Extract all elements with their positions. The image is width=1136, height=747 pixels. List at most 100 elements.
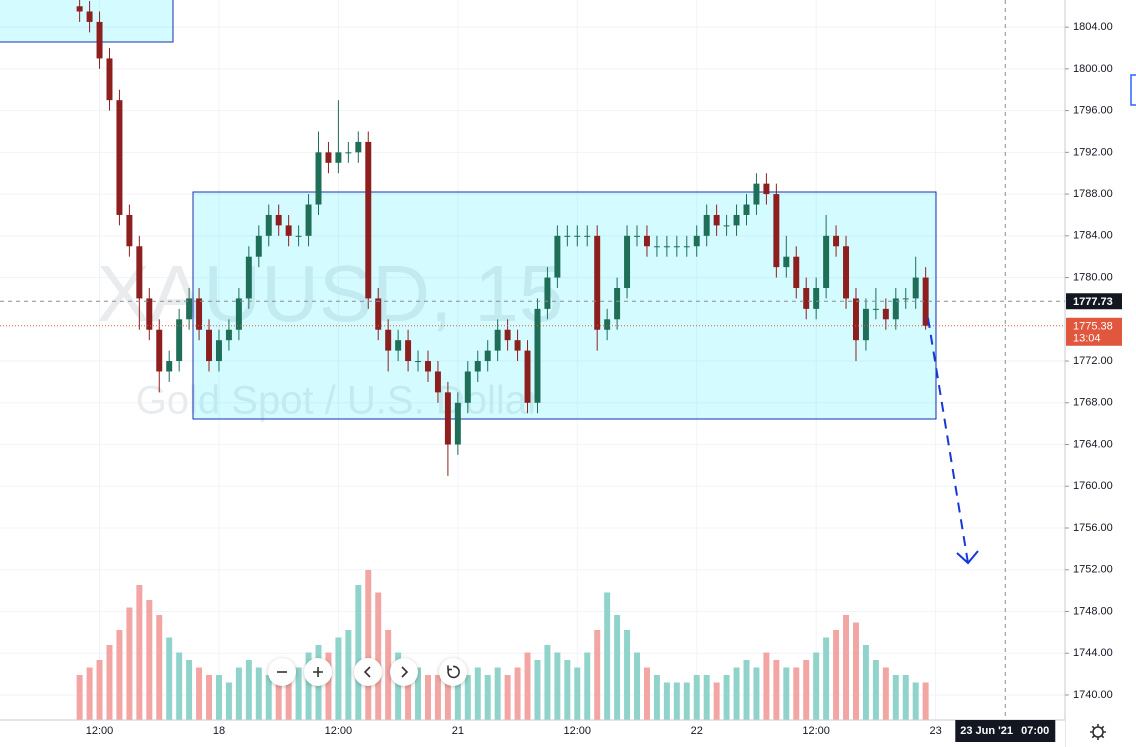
volume-bar [892,675,899,720]
volume-bar [166,637,173,720]
candle-body [355,141,362,153]
candle-body [733,214,740,226]
candle-body [116,100,123,215]
candle-body [753,183,760,205]
volume-bar [693,675,700,720]
x-tick-label: 23 [929,725,941,737]
candle-body [385,329,392,351]
candles [76,0,929,476]
volume-bar [872,660,879,720]
candle-body [474,361,481,372]
candle-body [683,246,690,248]
zoom-out-button[interactable] [268,658,296,686]
volume-bar [464,675,471,720]
volume-bar [325,652,332,720]
candle-body [305,204,312,236]
candle-body [285,225,292,236]
volume-bar [86,667,93,720]
volume-bar [305,652,312,720]
volume-bar [574,667,581,720]
volume-bar [514,667,521,720]
volume-bar [265,675,272,720]
y-tick-label: 1772.00 [1073,355,1113,367]
volume-bar [235,667,242,720]
y-tick-label: 1788.00 [1073,188,1113,200]
candle-body [922,277,929,326]
candle-body [524,350,531,403]
candle-body [912,277,919,299]
y-tick-label: 1756.00 [1073,522,1113,534]
side-marker [1130,74,1136,106]
volume-bar [584,652,591,720]
volume-bar [395,652,402,720]
volume-bar [285,682,292,720]
volume-bar [713,682,720,720]
volume-bar [862,645,869,720]
volume-bar [594,630,601,720]
candle-body [494,329,501,351]
candle-body [275,214,282,226]
scroll-left-button[interactable] [354,658,382,686]
y-tick-label: 1780.00 [1073,271,1113,283]
volume-bar [663,682,670,720]
x-tick-label: 18 [213,725,225,737]
reset-button[interactable] [439,658,467,686]
candle-body [604,319,611,330]
projection-arrow [927,317,969,564]
volume-bar [783,667,790,720]
settings-button[interactable] [1090,724,1106,740]
candle-body [793,256,800,288]
volume-bar [673,682,680,720]
volume-bar [494,667,501,720]
y-tick-label: 1800.00 [1073,63,1113,75]
volume-bar [504,675,511,720]
candle-body [693,235,700,247]
volume-bar [295,667,302,720]
volume-bar [365,570,372,720]
volume-bar [434,675,441,720]
volume-bar [76,675,83,720]
candle-body [882,308,889,320]
candle-body [335,152,342,163]
price-axis [1065,0,1136,747]
x-tick-label: 12:00 [802,725,830,737]
candle-body [614,288,621,320]
volume-bar [554,652,561,720]
candle-body [166,361,173,372]
volume-bar [215,675,222,720]
volume-bar [345,630,352,720]
symbol-watermark: XAUUSD, 15 [97,249,564,338]
volume-bar [614,615,621,720]
x-tick-label: 12:00 [564,725,592,737]
candle-body [534,308,541,403]
candle-body [86,11,93,22]
zoom-in-button[interactable] [304,658,332,686]
candle-body [653,246,660,248]
candle-body [464,371,471,403]
volume-bar [773,660,780,720]
volume-bar [653,675,660,720]
crosshair-time-label: 07:00 [1021,725,1049,737]
scroll-right-button[interactable] [390,658,418,686]
volume-bar [813,652,820,720]
candle-body [643,235,650,247]
candle-body [584,235,591,237]
volume-bar [723,675,730,720]
volume-bar [454,682,461,720]
candle-body [235,298,242,330]
volume-bar [793,667,800,720]
volume-bar [534,660,541,720]
zone-box [0,0,174,43]
volume-bar [852,622,859,720]
y-tick-label: 1760.00 [1073,480,1113,492]
candle-body [345,152,352,154]
candle-body [156,329,163,372]
volume-bar [444,667,451,720]
y-tick-label: 1740.00 [1073,689,1113,701]
candle-body [574,235,581,237]
candle-body [295,235,302,237]
volume-bar [634,652,640,720]
candle-body [186,298,193,320]
candle-body [673,246,680,248]
